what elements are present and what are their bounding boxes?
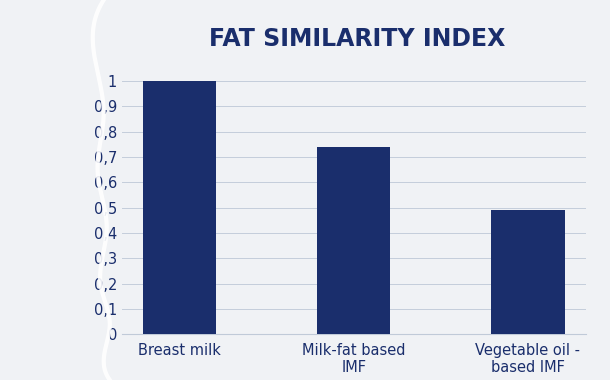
Text: FAT SIMILARITY INDEX: FAT SIMILARITY INDEX	[209, 27, 505, 51]
Bar	[492, 210, 564, 334]
Bar	[317, 147, 390, 334]
Bar	[143, 81, 216, 334]
